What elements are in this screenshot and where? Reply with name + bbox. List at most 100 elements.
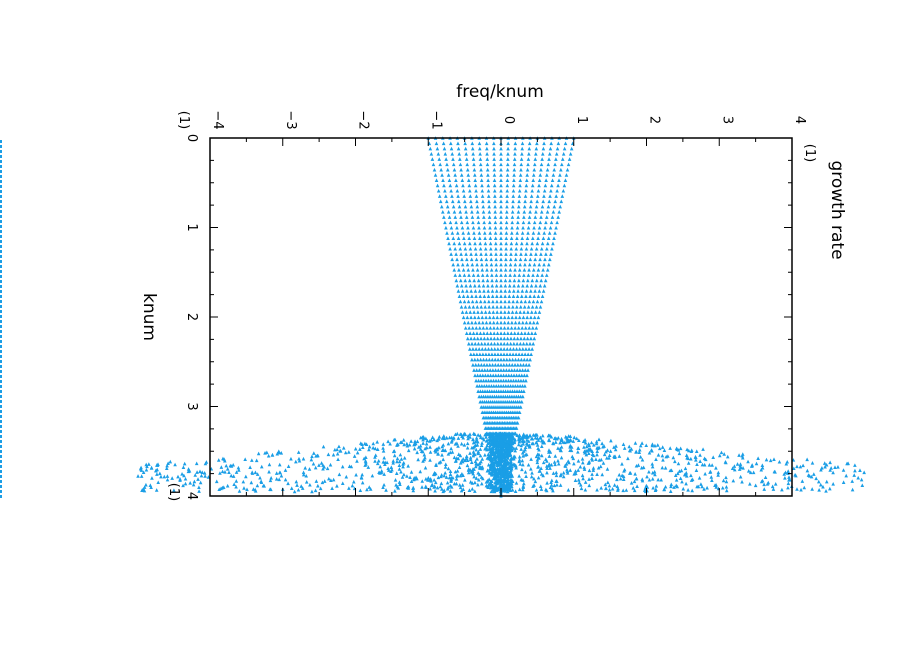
unstable-mode-point: [165, 463, 169, 468]
stable-mode-point: [530, 331, 534, 335]
unstable-mode-point: [702, 487, 706, 491]
stable-mode-point: [467, 183, 472, 188]
unstable-mode-point: [534, 454, 539, 459]
stable-mode-point: [490, 389, 494, 393]
unstable-mode-point: [398, 482, 402, 486]
unstable-mode-point: [512, 438, 517, 443]
unstable-mode-point: [568, 438, 572, 443]
unstable-mode-point: [519, 443, 524, 448]
unstable-mode-point: [509, 464, 514, 469]
unstable-mode-point: [753, 483, 758, 488]
stable-mode-point: [520, 141, 525, 146]
unstable-mode-point: [479, 465, 484, 470]
stable-mode-point: [460, 257, 464, 262]
stable-mode-point: [524, 320, 529, 325]
unstable-mode-point: [490, 461, 495, 465]
stable-mode-point: [480, 384, 484, 388]
unstable-mode-point: [486, 441, 490, 446]
unstable-mode-point: [155, 463, 160, 467]
stable-mode-point: [494, 268, 499, 272]
unstable-mode-point: [538, 484, 543, 488]
stable-mode-point: [522, 310, 526, 314]
unstable-mode-point: [475, 456, 479, 461]
stable-mode-point: [487, 357, 492, 362]
stable-mode-point: [450, 194, 454, 198]
stable-mode-point: [510, 320, 514, 325]
stable-mode-point: [523, 331, 527, 335]
unstable-mode-point: [637, 450, 642, 454]
unstable-mode-point: [318, 486, 323, 491]
unstable-mode-point: [406, 448, 411, 453]
unstable-mode-point: [456, 452, 461, 457]
stable-mode-point: [521, 315, 526, 320]
stable-mode-point: [499, 304, 503, 309]
stable-mode-point: [470, 326, 475, 330]
unstable-mode-point: [598, 464, 603, 469]
unstable-mode-point: [418, 469, 423, 474]
unstable-mode-point: [458, 485, 463, 490]
unstable-mode-point: [822, 461, 827, 465]
unstable-mode-point: [237, 468, 241, 472]
stable-mode-point: [532, 315, 537, 320]
unstable-mode-point: [465, 463, 470, 468]
stable-mode-point: [466, 341, 471, 346]
unstable-mode-point: [458, 473, 463, 478]
stable-mode-point: [524, 246, 529, 251]
stable-mode-point: [494, 273, 499, 277]
unstable-mode-point: [299, 484, 304, 488]
unstable-mode-point: [563, 464, 568, 468]
unstable-mode-point: [554, 470, 559, 475]
stable-mode-point: [512, 336, 517, 341]
stable-mode-point: [508, 273, 512, 277]
unstable-mode-point: [227, 470, 231, 475]
unstable-mode-point: [732, 464, 737, 468]
stable-mode-point: [508, 278, 512, 283]
stable-mode-point: [477, 347, 481, 351]
stable-mode-point: [483, 241, 488, 246]
top-tick-label: 3: [719, 116, 734, 124]
stable-mode-point: [491, 320, 496, 325]
unstable-mode-point: [491, 448, 495, 452]
stable-mode-point: [465, 257, 469, 262]
left-tick-label: 1: [184, 223, 199, 231]
unstable-mode-point: [382, 472, 386, 476]
unstable-mode-point: [397, 459, 402, 464]
stable-mode-point: [529, 283, 534, 288]
unstable-mode-point: [432, 478, 436, 482]
right-axis-title: growth rate: [827, 160, 847, 259]
unstable-mode-point: [438, 484, 443, 489]
stable-mode-point: [482, 220, 486, 225]
unstable-mode-point: [536, 438, 541, 442]
unstable-mode-point: [500, 478, 504, 483]
unstable-mode-point: [521, 435, 526, 439]
stable-mode-point: [531, 173, 536, 177]
unstable-mode-point: [335, 447, 339, 452]
unstable-mode-point: [783, 475, 787, 480]
unstable-mode-point: [526, 439, 531, 443]
stable-mode-point: [554, 152, 559, 156]
unstable-mode-point: [429, 479, 433, 483]
unstable-mode-point: [640, 477, 645, 481]
stable-mode-point: [466, 268, 471, 272]
unstable-mode-point: [526, 462, 531, 467]
stable-mode-point: [485, 167, 490, 172]
unstable-mode-point: [669, 484, 673, 489]
unstable-mode-point: [759, 467, 764, 472]
unstable-mode-point: [621, 474, 626, 479]
unstable-mode-point: [583, 450, 587, 455]
stable-mode-point: [526, 278, 530, 283]
stable-mode-point: [446, 173, 451, 177]
stable-mode-point: [434, 141, 439, 146]
unstable-mode-point: [576, 468, 581, 472]
unstable-mode-point: [325, 466, 330, 471]
stable-mode-point: [503, 304, 507, 309]
stable-mode-point: [522, 304, 527, 309]
stable-mode-point: [547, 199, 552, 204]
stable-mode-point: [462, 299, 467, 304]
stable-mode-point: [478, 246, 483, 251]
unstable-mode-point: [621, 477, 626, 481]
unstable-mode-point: [508, 452, 513, 457]
stable-mode-point: [451, 162, 456, 167]
stable-mode-point: [539, 246, 544, 251]
stable-mode-point: [470, 294, 474, 299]
